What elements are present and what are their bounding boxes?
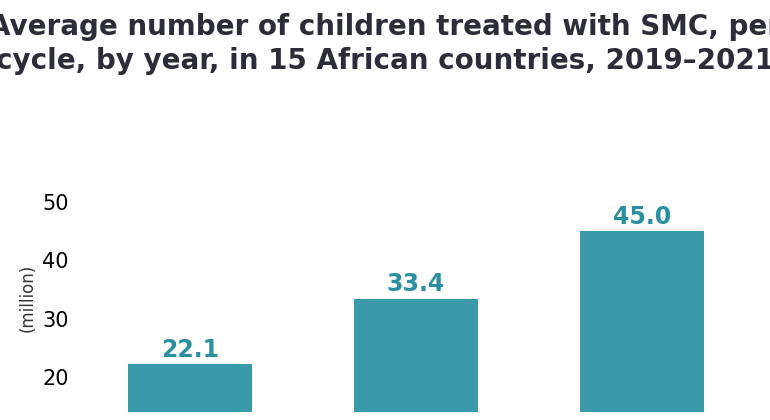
Text: 22.1: 22.1	[161, 338, 219, 362]
Bar	[128, 365, 252, 420]
Bar	[353, 299, 478, 420]
Text: 33.4: 33.4	[387, 273, 445, 297]
Bar	[580, 231, 704, 420]
Y-axis label: (million): (million)	[18, 264, 37, 332]
Text: Average number of children treated with SMC, per
cycle, by year, in 15 African c: Average number of children treated with …	[0, 13, 770, 75]
Text: 45.0: 45.0	[613, 205, 671, 229]
